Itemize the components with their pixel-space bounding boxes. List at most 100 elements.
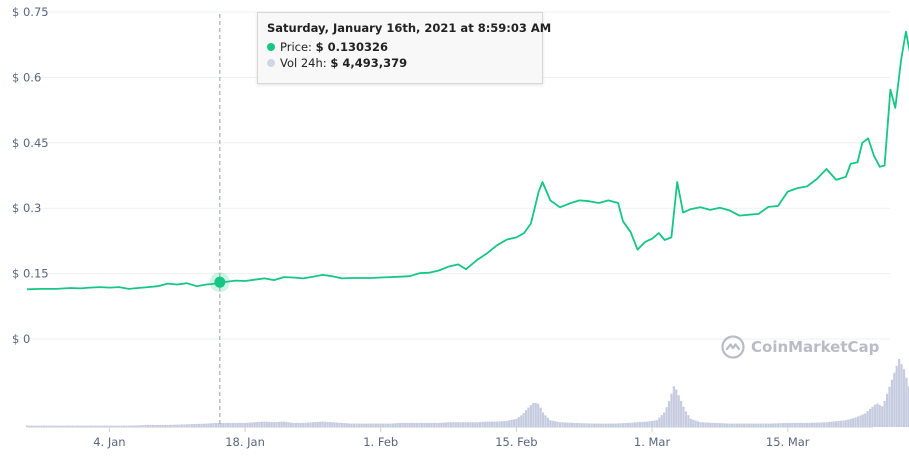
volume-bar bbox=[827, 421, 830, 427]
volume-bar bbox=[292, 422, 295, 427]
volume-bar bbox=[326, 421, 329, 427]
volume-bar bbox=[619, 423, 622, 427]
volume-bar bbox=[74, 425, 77, 427]
volume-bar bbox=[730, 423, 734, 427]
volume-bar bbox=[745, 423, 748, 427]
y-tick-label: $ 0.45 bbox=[12, 136, 49, 150]
volume-bar bbox=[815, 422, 818, 427]
volume-bar bbox=[275, 422, 278, 427]
volume-bar bbox=[394, 423, 397, 427]
volume-bar bbox=[159, 424, 162, 427]
volume-bar bbox=[214, 422, 218, 427]
volume-bar bbox=[71, 425, 75, 427]
volume-bar bbox=[500, 421, 503, 427]
volume-bar bbox=[549, 420, 552, 427]
volume-bar bbox=[832, 421, 835, 427]
volume-bar bbox=[512, 419, 516, 427]
volume-bar bbox=[454, 422, 457, 427]
volume-bar bbox=[498, 421, 501, 427]
volume-bar bbox=[866, 411, 869, 427]
volume-bar bbox=[677, 395, 680, 427]
volume-bar bbox=[571, 422, 574, 427]
volume-bar bbox=[793, 422, 797, 427]
volume-bar bbox=[309, 422, 312, 427]
volume-bar bbox=[689, 418, 692, 427]
volume-bar bbox=[127, 425, 130, 427]
y-tick-label: $ 0.3 bbox=[12, 201, 41, 215]
volume-bar bbox=[636, 422, 639, 427]
volume-bar bbox=[57, 425, 60, 427]
volume-bar bbox=[258, 421, 261, 427]
volume-bar bbox=[231, 422, 235, 427]
volume-bar bbox=[30, 425, 33, 427]
volume-bar bbox=[132, 425, 135, 427]
coinmarketcap-logo-icon bbox=[721, 335, 745, 359]
volume-bar bbox=[733, 423, 736, 427]
volume-bar bbox=[391, 423, 394, 427]
volume-bar bbox=[646, 421, 649, 427]
tooltip-volume-label: Vol 24h: bbox=[280, 56, 327, 70]
volume-bar bbox=[721, 423, 724, 427]
volume-bar bbox=[188, 424, 191, 427]
volume-bar bbox=[575, 423, 579, 427]
volume-bar bbox=[861, 414, 864, 427]
volume-bar bbox=[302, 422, 305, 427]
volume-bar bbox=[898, 359, 901, 427]
volume-bar bbox=[348, 423, 351, 427]
volume-bar bbox=[578, 423, 581, 427]
volume-bar bbox=[219, 422, 222, 427]
volume-bar bbox=[663, 412, 666, 427]
volume-bar bbox=[265, 421, 268, 427]
volume-bar bbox=[154, 424, 157, 427]
y-tick-label: $ 0.75 bbox=[12, 5, 49, 19]
volume-bar bbox=[316, 421, 319, 427]
volume-bar bbox=[130, 425, 133, 427]
volume-bar bbox=[260, 421, 264, 427]
volume-bar bbox=[757, 423, 760, 427]
volume-bar bbox=[508, 420, 511, 427]
volume-bar bbox=[682, 406, 685, 427]
volume-bar bbox=[38, 425, 41, 427]
volume-bar bbox=[432, 422, 436, 427]
volume-bar bbox=[178, 424, 181, 427]
tooltip-title: Saturday, January 16th, 2021 at 8:59:03 … bbox=[267, 21, 552, 35]
volume-bar bbox=[704, 422, 707, 427]
volume-bar bbox=[236, 422, 239, 427]
volume-bar bbox=[580, 423, 583, 427]
volume-bar bbox=[403, 422, 407, 427]
volume-bar bbox=[442, 422, 445, 427]
volume-bar bbox=[747, 423, 751, 427]
volume-bar bbox=[524, 410, 528, 427]
volume-bar bbox=[190, 424, 193, 427]
volume-bar bbox=[183, 424, 186, 427]
volume-bar bbox=[382, 423, 385, 427]
volume-bar bbox=[251, 422, 254, 427]
volume-bar bbox=[81, 425, 84, 427]
volume-bar bbox=[440, 422, 443, 427]
volume-bar bbox=[139, 425, 142, 427]
volume-bar bbox=[311, 422, 314, 427]
volume-bar bbox=[478, 422, 482, 427]
volume-bar bbox=[229, 422, 232, 427]
volume-bar bbox=[367, 423, 370, 427]
tooltip-price-value: $ 0.130326 bbox=[315, 40, 388, 54]
volume-bar bbox=[856, 416, 860, 427]
volume-bar bbox=[544, 415, 547, 427]
volume-bar bbox=[350, 423, 353, 427]
volume-bar bbox=[273, 422, 276, 427]
volume-bar bbox=[362, 423, 365, 427]
x-tick-label: 1. Feb bbox=[363, 435, 398, 449]
volume-bar bbox=[428, 422, 431, 427]
volume-bar bbox=[93, 425, 96, 427]
volume-bar bbox=[411, 422, 414, 427]
volume-bar bbox=[357, 423, 360, 427]
volume-bar bbox=[483, 421, 486, 427]
volume-bar bbox=[617, 423, 620, 427]
volume-bar bbox=[377, 423, 380, 427]
volume-bar bbox=[360, 423, 363, 427]
hover-point bbox=[209, 272, 230, 293]
volume-bar bbox=[217, 422, 220, 427]
volume-bar bbox=[755, 423, 758, 427]
volume-bar bbox=[304, 422, 307, 427]
